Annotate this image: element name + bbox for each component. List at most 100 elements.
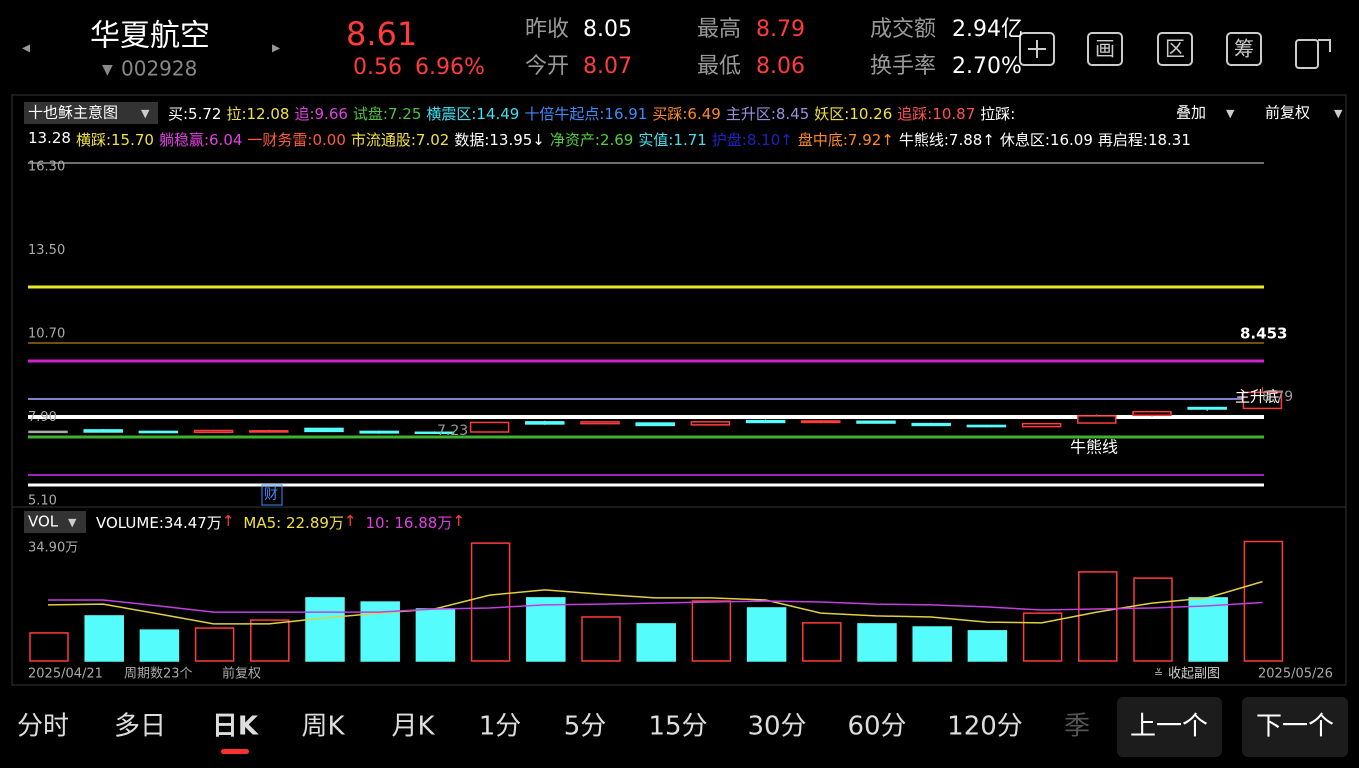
- tab[interactable]: 1分: [479, 712, 522, 742]
- volume-bar: [802, 622, 842, 662]
- legend-item: 休息区:16.09: [999, 131, 1093, 149]
- legend-item: 拉:12.08: [226, 105, 290, 123]
- volume-bar: [1243, 540, 1284, 662]
- stock-code: 002928: [121, 57, 197, 81]
- stat-label: 最高: [697, 17, 741, 42]
- indicator-lines: [28, 162, 1264, 487]
- stat-value: 8.05: [583, 17, 632, 42]
- next-button[interactable]: [1242, 697, 1348, 757]
- adjust-arrow: ▼: [1334, 107, 1343, 120]
- collapse-icon: ≚: [1154, 667, 1163, 680]
- legend-item: 净资产:2.69: [549, 131, 634, 149]
- y-tick-label: 16.30: [28, 160, 65, 175]
- legend-item: 妖区:10.26: [814, 105, 893, 123]
- collapse[interactable]: 收起副图: [1168, 667, 1220, 682]
- selector-bg[interactable]: [24, 102, 158, 124]
- vol-selector-bg[interactable]: [24, 511, 86, 533]
- tab[interactable]: 日K: [212, 712, 259, 742]
- stat-label: 换手率: [870, 54, 936, 79]
- tab[interactable]: 季: [1064, 712, 1090, 742]
- stat-value: 2.70%: [952, 54, 1022, 79]
- tab[interactable]: 分时: [17, 712, 69, 742]
- volume-bar: [139, 629, 180, 662]
- overlay[interactable]: 叠加: [1176, 104, 1206, 122]
- tab[interactable]: 多日: [114, 712, 166, 742]
- legend-row: 13.28 横踩:15.70 躺稳赢:6.04 一财务雷:0.00 市流通股:7.02 数…: [28, 129, 1191, 150]
- stat-value: 8.07: [583, 54, 632, 79]
- legend-item: 护盘:8.10↑: [711, 131, 793, 149]
- candle-body: [249, 430, 289, 433]
- prev-label[interactable]: 上一个: [1130, 712, 1208, 742]
- tab[interactable]: 60分: [847, 712, 906, 742]
- next-label[interactable]: 下一个: [1256, 712, 1334, 742]
- legend-item: 数据:13.95↓: [454, 131, 545, 149]
- indicator-selector[interactable]: 十也稣主意图: [28, 104, 118, 122]
- add-button[interactable]: [1019, 32, 1055, 66]
- legend-item: 一财务雷:0.00: [247, 131, 346, 149]
- y-tick-label: 13.50: [28, 243, 65, 258]
- prev-stock[interactable]: ◂: [22, 38, 30, 57]
- candle-body: [83, 429, 123, 433]
- vol-legend-item: MA5: 22.89万: [243, 514, 344, 532]
- tab[interactable]: 5分: [564, 712, 607, 742]
- code-arrow[interactable]: ▼: [102, 62, 113, 78]
- legend-item: 十倍牛起点:16.91: [524, 105, 648, 123]
- stat-label: 今开: [525, 54, 569, 79]
- toolbar-label[interactable]: 区: [1165, 37, 1185, 61]
- phone-button[interactable]: [1295, 39, 1319, 69]
- tab[interactable]: 15分: [648, 712, 707, 742]
- candle-body: [1187, 406, 1227, 410]
- volume-bar: [1188, 597, 1228, 662]
- candle-body: [856, 420, 896, 424]
- volume-bar: [1133, 577, 1173, 662]
- tab[interactable]: 120分: [947, 712, 1023, 742]
- legend-item: 横震区:14.49: [426, 105, 520, 123]
- candle-body: [966, 424, 1007, 428]
- vol-title[interactable]: VOL: [28, 513, 59, 531]
- tab[interactable]: 周K: [301, 712, 345, 742]
- candle-body: [28, 430, 68, 434]
- legend-item: 拉踩:: [980, 105, 1016, 123]
- candle-body: [359, 430, 399, 434]
- volume-bar: [581, 616, 621, 662]
- candle-body: [801, 420, 841, 424]
- next-stock[interactable]: ▸: [272, 38, 280, 57]
- vol-legend-arrow: ↑: [452, 512, 465, 530]
- candle-body: [469, 421, 510, 433]
- candle-body: [690, 421, 731, 426]
- volume-bar: [967, 630, 1008, 662]
- legend-item: 牛熊线:7.88↑: [898, 131, 995, 149]
- stock-name: 华夏航空: [90, 19, 210, 54]
- candle-body: [580, 421, 620, 425]
- stat-label: 最低: [697, 54, 741, 79]
- prev-button[interactable]: [1117, 697, 1222, 757]
- candle-body: [1077, 415, 1117, 424]
- stat-value: 8.06: [756, 54, 805, 79]
- vol-legend-item: 10: 16.88万: [365, 514, 453, 532]
- stat-value: 2.94亿: [952, 17, 1023, 42]
- chart-annotation: 8.79: [1262, 389, 1293, 405]
- volume-bar: [912, 626, 952, 662]
- draw-button[interactable]: [1087, 32, 1123, 66]
- tab-indicator: [221, 749, 249, 754]
- chart-annotation: 8.453: [1240, 325, 1287, 343]
- range-button[interactable]: [1157, 32, 1193, 66]
- candle-body: [1021, 422, 1062, 428]
- volume-bar: [250, 619, 290, 662]
- legend-item: 实值:1.71: [638, 131, 707, 149]
- volume-bar: [857, 623, 897, 662]
- overlay-arrow: ▼: [1226, 107, 1235, 120]
- chips-button[interactable]: [1226, 32, 1262, 66]
- toolbar-label[interactable]: 筹: [1234, 37, 1254, 61]
- tab[interactable]: 月K: [391, 712, 435, 742]
- legend-item: 追:9.66: [294, 105, 348, 123]
- toolbar-label[interactable]: 画: [1095, 37, 1115, 61]
- volume-bar: [746, 607, 787, 662]
- volume-bar: [29, 632, 69, 662]
- tab[interactable]: 30分: [747, 712, 806, 742]
- chart-annotation: 牛熊线: [1070, 438, 1118, 457]
- legend-item: 市流通股:7.02: [350, 131, 450, 149]
- phone-arrow: [1318, 39, 1331, 52]
- adjust[interactable]: 前复权: [1265, 104, 1310, 122]
